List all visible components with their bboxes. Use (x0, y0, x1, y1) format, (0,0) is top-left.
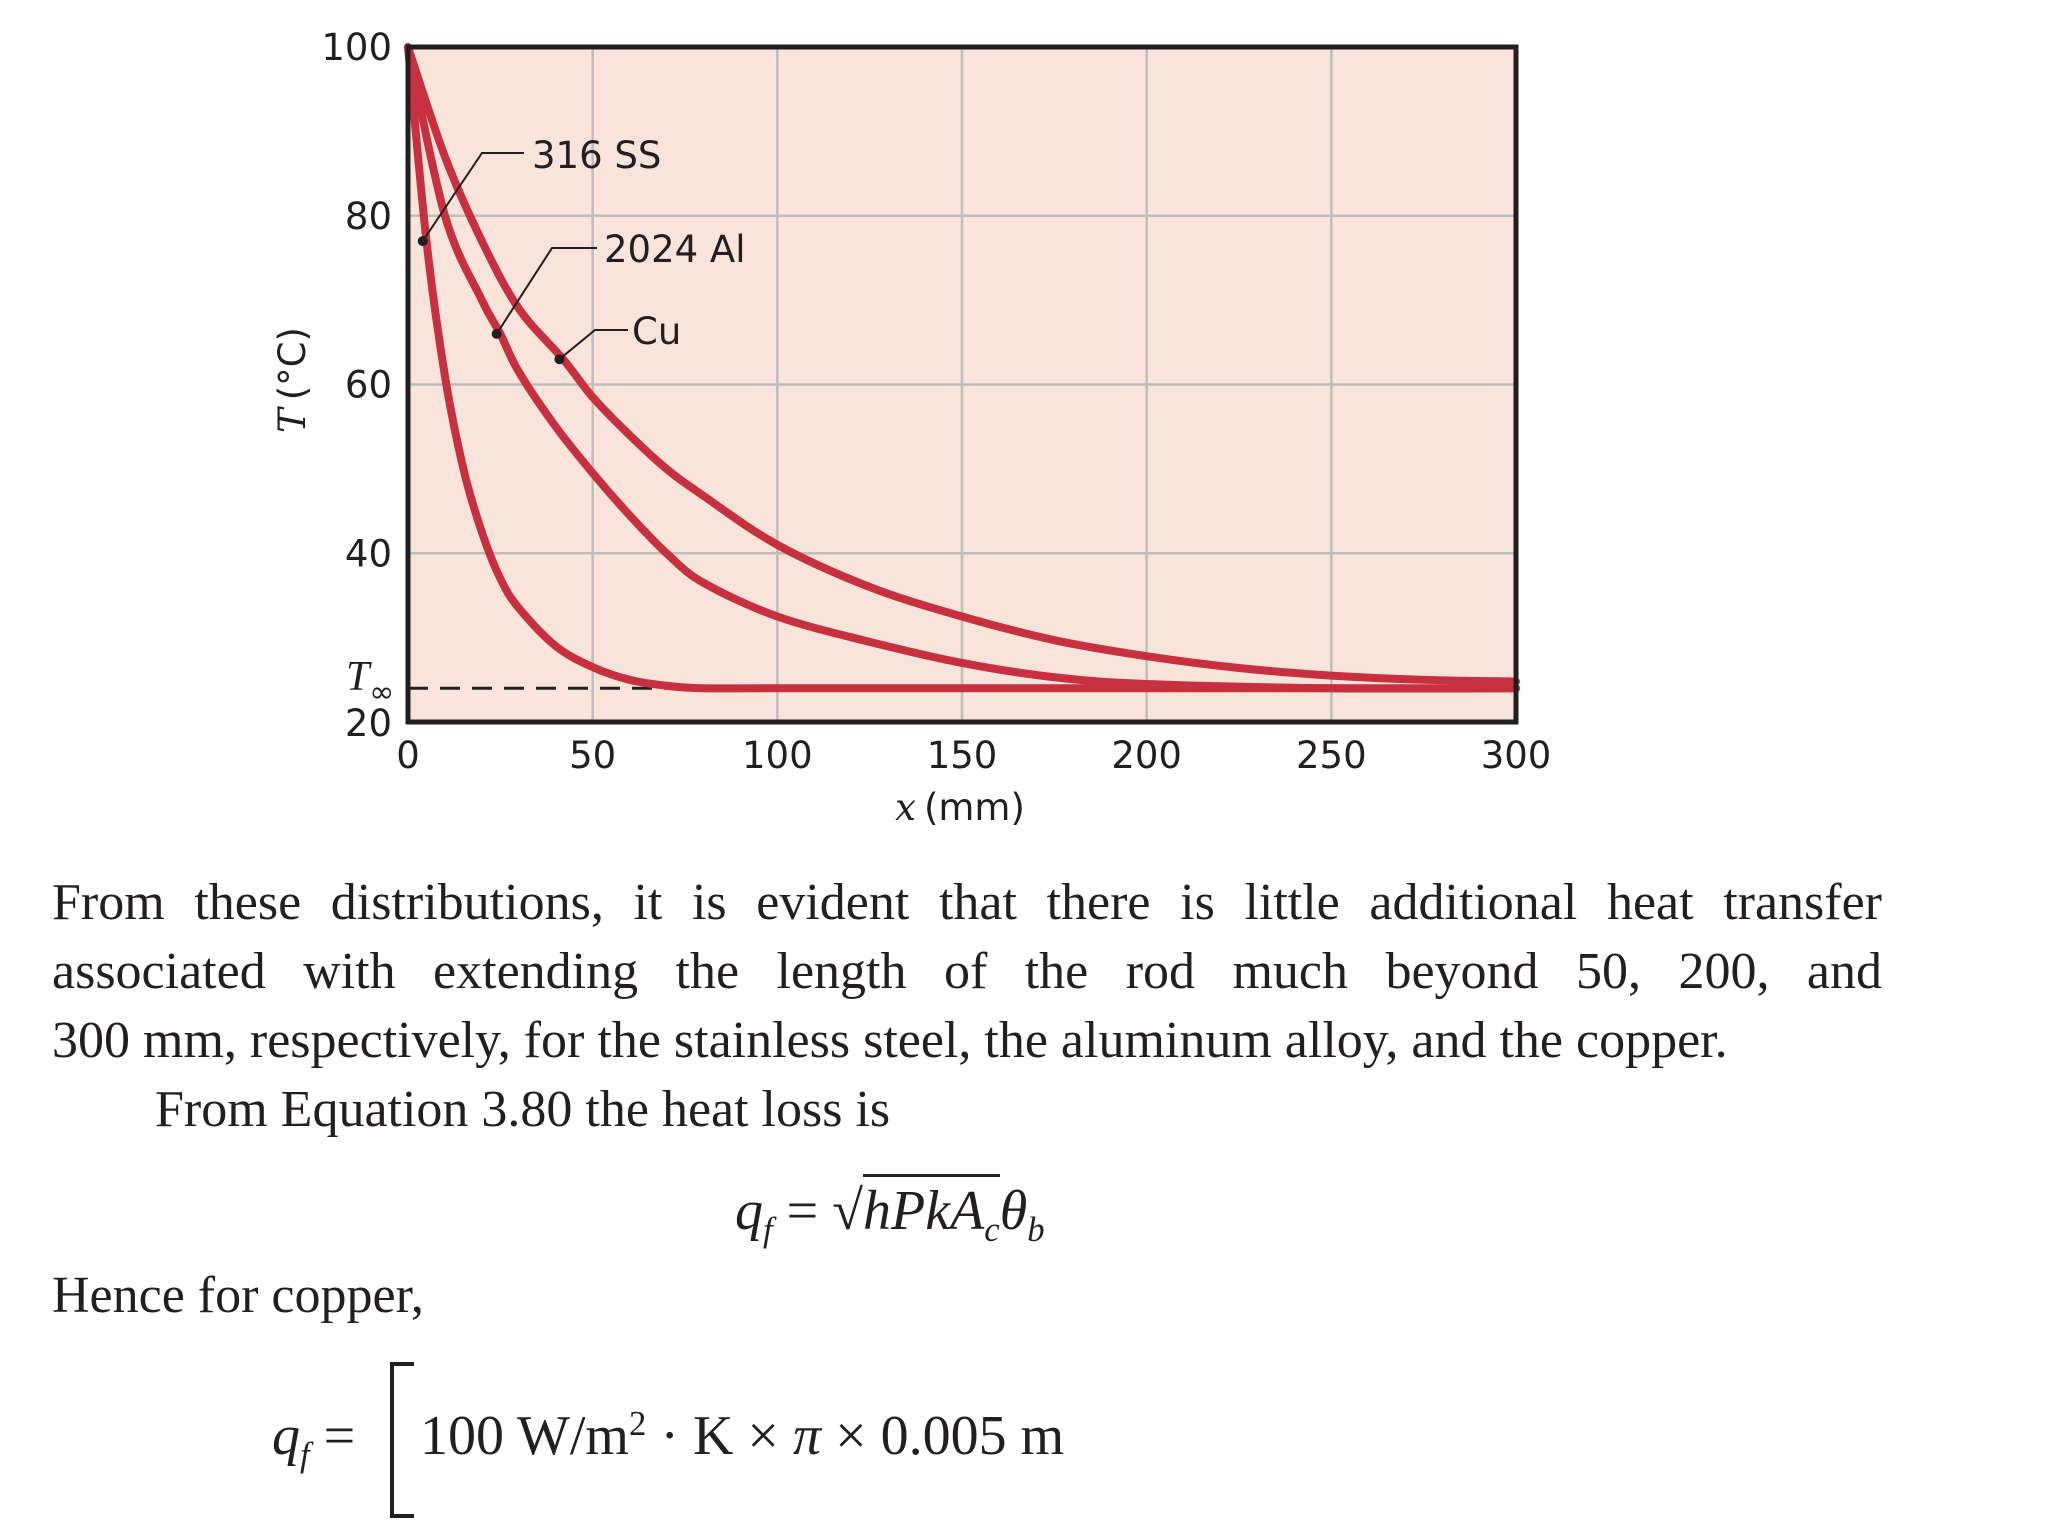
equation-intro: From Equation 3.80 the heat loss is (155, 1081, 891, 1138)
x-axis-ticks: 0 50 100 150 200 250 300 (396, 734, 1551, 777)
y-tick-label: 100 (321, 26, 392, 69)
y-tick-label: 20 (345, 702, 392, 745)
eq-q-subscript: f (763, 1210, 773, 1250)
y-tick-label: 40 (345, 532, 392, 575)
series-curve (404, 43, 1520, 686)
series-label: 2024 Al (604, 228, 746, 271)
body-paragraph: From these distributions, it is evident … (52, 868, 1882, 1075)
curve-label-leaders: 316 SS 2024 Al Cu (417, 134, 746, 365)
x-axis-title: x (mm) (895, 786, 1025, 829)
series-curve (404, 43, 1520, 693)
leader-line (495, 247, 597, 335)
temperature-curves (404, 43, 1520, 693)
leader-line (558, 329, 628, 360)
eq-q: q (735, 1180, 763, 1242)
sqrt-sign: √ (832, 1180, 863, 1242)
series-label: Cu (632, 310, 681, 353)
eq-radicand: hPkAc (862, 1174, 1000, 1250)
leader-dot (491, 328, 502, 339)
left-bracket (390, 1362, 414, 1518)
y-tick-label: 60 (345, 364, 392, 407)
paragraph-line: associated with extending the length of … (52, 943, 1882, 1000)
eq-equals: = (772, 1180, 833, 1242)
plot-frame (405, 44, 1519, 725)
y-axis-title: T(°C) (271, 327, 314, 433)
series-curve (404, 43, 1520, 693)
series-label: 316 SS (532, 134, 661, 177)
x-tick-label: 200 (1111, 734, 1182, 777)
x-tick-label: 300 (1481, 734, 1552, 777)
leader-line (421, 152, 524, 242)
x-tick-label: 250 (1296, 734, 1367, 777)
t-infinity-label: T∞ (346, 654, 394, 710)
leader-dot (554, 354, 565, 365)
paragraph-line: 300 mm, respectively, for the stainless … (52, 1012, 1728, 1069)
eq-theta: θ (999, 1180, 1028, 1242)
heat-loss-equation: qf = √hPkAcθb (735, 1174, 1045, 1250)
eq-theta-subscript: b (1027, 1210, 1045, 1250)
x-tick-label: 150 (927, 734, 998, 777)
y-tick-label: 80 (345, 195, 392, 238)
temperature-distribution-chart: 316 SS 2024 Al Cu 0 50 100 150 200 250 300 20 40 6… (271, 26, 1551, 829)
paragraph-line: From these distributions, it is evident … (52, 874, 1882, 931)
x-tick-label: 100 (742, 734, 813, 777)
x-tick-label: 0 (396, 734, 420, 777)
grid-lines (408, 47, 1516, 722)
copper-equation-rhs: 100 W/m2 · K × π × 0.005 m (420, 1404, 1065, 1468)
x-tick-label: 50 (569, 734, 616, 777)
y-axis-ticks: 20 40 60 80 100 (321, 26, 392, 745)
copper-intro: Hence for copper, (52, 1267, 424, 1324)
copper-equation-lhs: qf = (272, 1405, 356, 1475)
leader-dot (417, 236, 428, 247)
